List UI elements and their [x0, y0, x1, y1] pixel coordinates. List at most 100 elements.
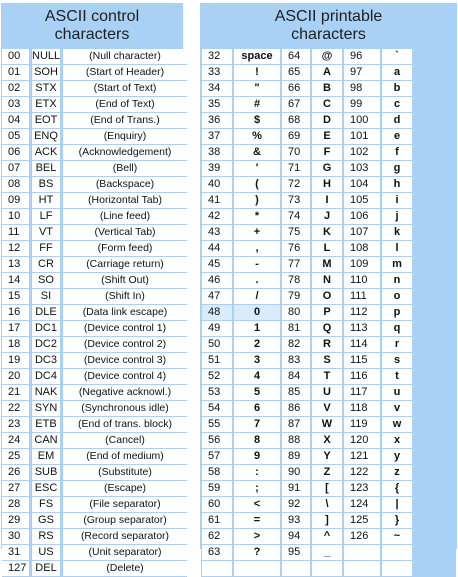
control-code: 23 — [2, 417, 29, 433]
printable-code: 115 — [344, 353, 380, 369]
printable-character: w — [382, 417, 412, 433]
printable-code: 60 — [202, 497, 232, 513]
control-abbreviation: EOT — [32, 113, 60, 129]
printable-character: M — [312, 257, 342, 273]
printable-panel-title: ASCII printable characters — [201, 4, 456, 48]
printable-character: e — [382, 129, 412, 145]
control-code: 05 — [2, 129, 29, 145]
printable-code: 52 — [202, 369, 232, 385]
control-abbreviation: NAK — [32, 385, 60, 401]
printable-character: c — [382, 97, 412, 113]
control-title-line2: characters — [54, 26, 130, 43]
control-description: (Backspace) — [63, 177, 187, 193]
printable-code: 41 — [202, 193, 232, 209]
printable-character: P — [312, 305, 342, 321]
printable-character: j — [382, 209, 412, 225]
printable-code: 79 — [282, 289, 310, 305]
printable-code: 114 — [344, 337, 380, 353]
control-code: 20 — [2, 369, 29, 385]
printable-code: 71 — [282, 161, 310, 177]
printable-code: 65 — [282, 65, 310, 81]
printable-character: i — [382, 193, 412, 209]
printable-character: T — [312, 369, 342, 385]
printable-character: J — [312, 209, 342, 225]
printable-character: 9 — [234, 449, 280, 465]
printable-character: u — [382, 385, 412, 401]
printable-character: E — [312, 129, 342, 145]
printable-character: a — [382, 65, 412, 81]
printable-code: 98 — [344, 81, 380, 97]
empty-cell — [344, 545, 380, 561]
printable-code: 103 — [344, 161, 380, 177]
control-panel-title: ASCII control characters — [2, 4, 182, 48]
printable-code: 101 — [344, 129, 380, 145]
printable-table: 32 space 64 @96 ` 33! 65 A 97 a 34 " 66 B 98 b 35 #67 C 99 c… — [201, 49, 456, 577]
printable-code: 46 — [202, 273, 232, 289]
control-description: (Start of Text) — [63, 81, 187, 97]
printable-code: 93 — [282, 513, 310, 529]
printable-character: 4 — [234, 369, 280, 385]
printable-character: C — [312, 97, 342, 113]
printable-character: D — [312, 113, 342, 129]
control-description: (Line feed) — [63, 209, 187, 225]
control-code: 19 — [2, 353, 29, 369]
printable-code: 80 — [282, 305, 310, 321]
printable-code: 107 — [344, 225, 380, 241]
printable-character: r — [382, 337, 412, 353]
control-code: 27 — [2, 481, 29, 497]
printable-code: 105 — [344, 193, 380, 209]
printable-character: K — [312, 225, 342, 241]
printable-code: 39 — [202, 161, 232, 177]
printable-code: 61 — [202, 513, 232, 529]
empty-cell — [344, 561, 380, 577]
printable-code: 59 — [202, 481, 232, 497]
control-description: (Device control 1) — [63, 321, 187, 337]
printable-character: } — [382, 513, 412, 529]
ascii-control-panel: ASCII control characters 00 NULL (Null cha… — [1, 3, 187, 577]
printable-code: 92 — [282, 497, 310, 513]
printable-code: 40 — [202, 177, 232, 193]
printable-code: 102 — [344, 145, 380, 161]
printable-character: @ — [312, 49, 342, 65]
printable-code: 47 — [202, 289, 232, 305]
printable-character: / — [234, 289, 280, 305]
control-abbreviation: BS — [32, 177, 60, 193]
control-code: 18 — [2, 337, 29, 353]
printable-code: 117 — [344, 385, 380, 401]
control-code: 04 — [2, 113, 29, 129]
printable-character: m — [382, 257, 412, 273]
printable-code: 116 — [344, 369, 380, 385]
printable-code: 111 — [344, 289, 380, 305]
control-code: 31 — [2, 545, 29, 561]
empty-cell — [234, 561, 280, 577]
printable-character: q — [382, 321, 412, 337]
printable-character: z — [382, 465, 412, 481]
control-description: (End of Text) — [63, 97, 187, 113]
control-abbreviation: GS — [32, 513, 60, 529]
printable-code: 37 — [202, 129, 232, 145]
printable-code: 49 — [202, 321, 232, 337]
printable-code: 44 — [202, 241, 232, 257]
control-description: (End of medium) — [63, 449, 187, 465]
printable-code: 62 — [202, 529, 232, 545]
printable-code: 68 — [282, 113, 310, 129]
printable-code: 108 — [344, 241, 380, 257]
control-abbreviation: BEL — [32, 161, 60, 177]
control-code: 24 — [2, 433, 29, 449]
printable-character: B — [312, 81, 342, 97]
printable-character: n — [382, 273, 412, 289]
control-title-line1: ASCII control — [44, 8, 140, 25]
printable-code: 32 — [202, 49, 232, 65]
printable-code: 51 — [202, 353, 232, 369]
control-code: 22 — [2, 401, 29, 417]
printable-character: | — [382, 497, 412, 513]
printable-character: l — [382, 241, 412, 257]
control-abbreviation: US — [32, 545, 60, 561]
printable-character: Z — [312, 465, 342, 481]
printable-character: + — [234, 225, 280, 241]
control-abbreviation: SUB — [32, 465, 60, 481]
printable-character: [ — [312, 481, 342, 497]
printable-character: < — [234, 497, 280, 513]
control-abbreviation: FF — [32, 241, 60, 257]
control-description: (Form feed) — [63, 241, 187, 257]
